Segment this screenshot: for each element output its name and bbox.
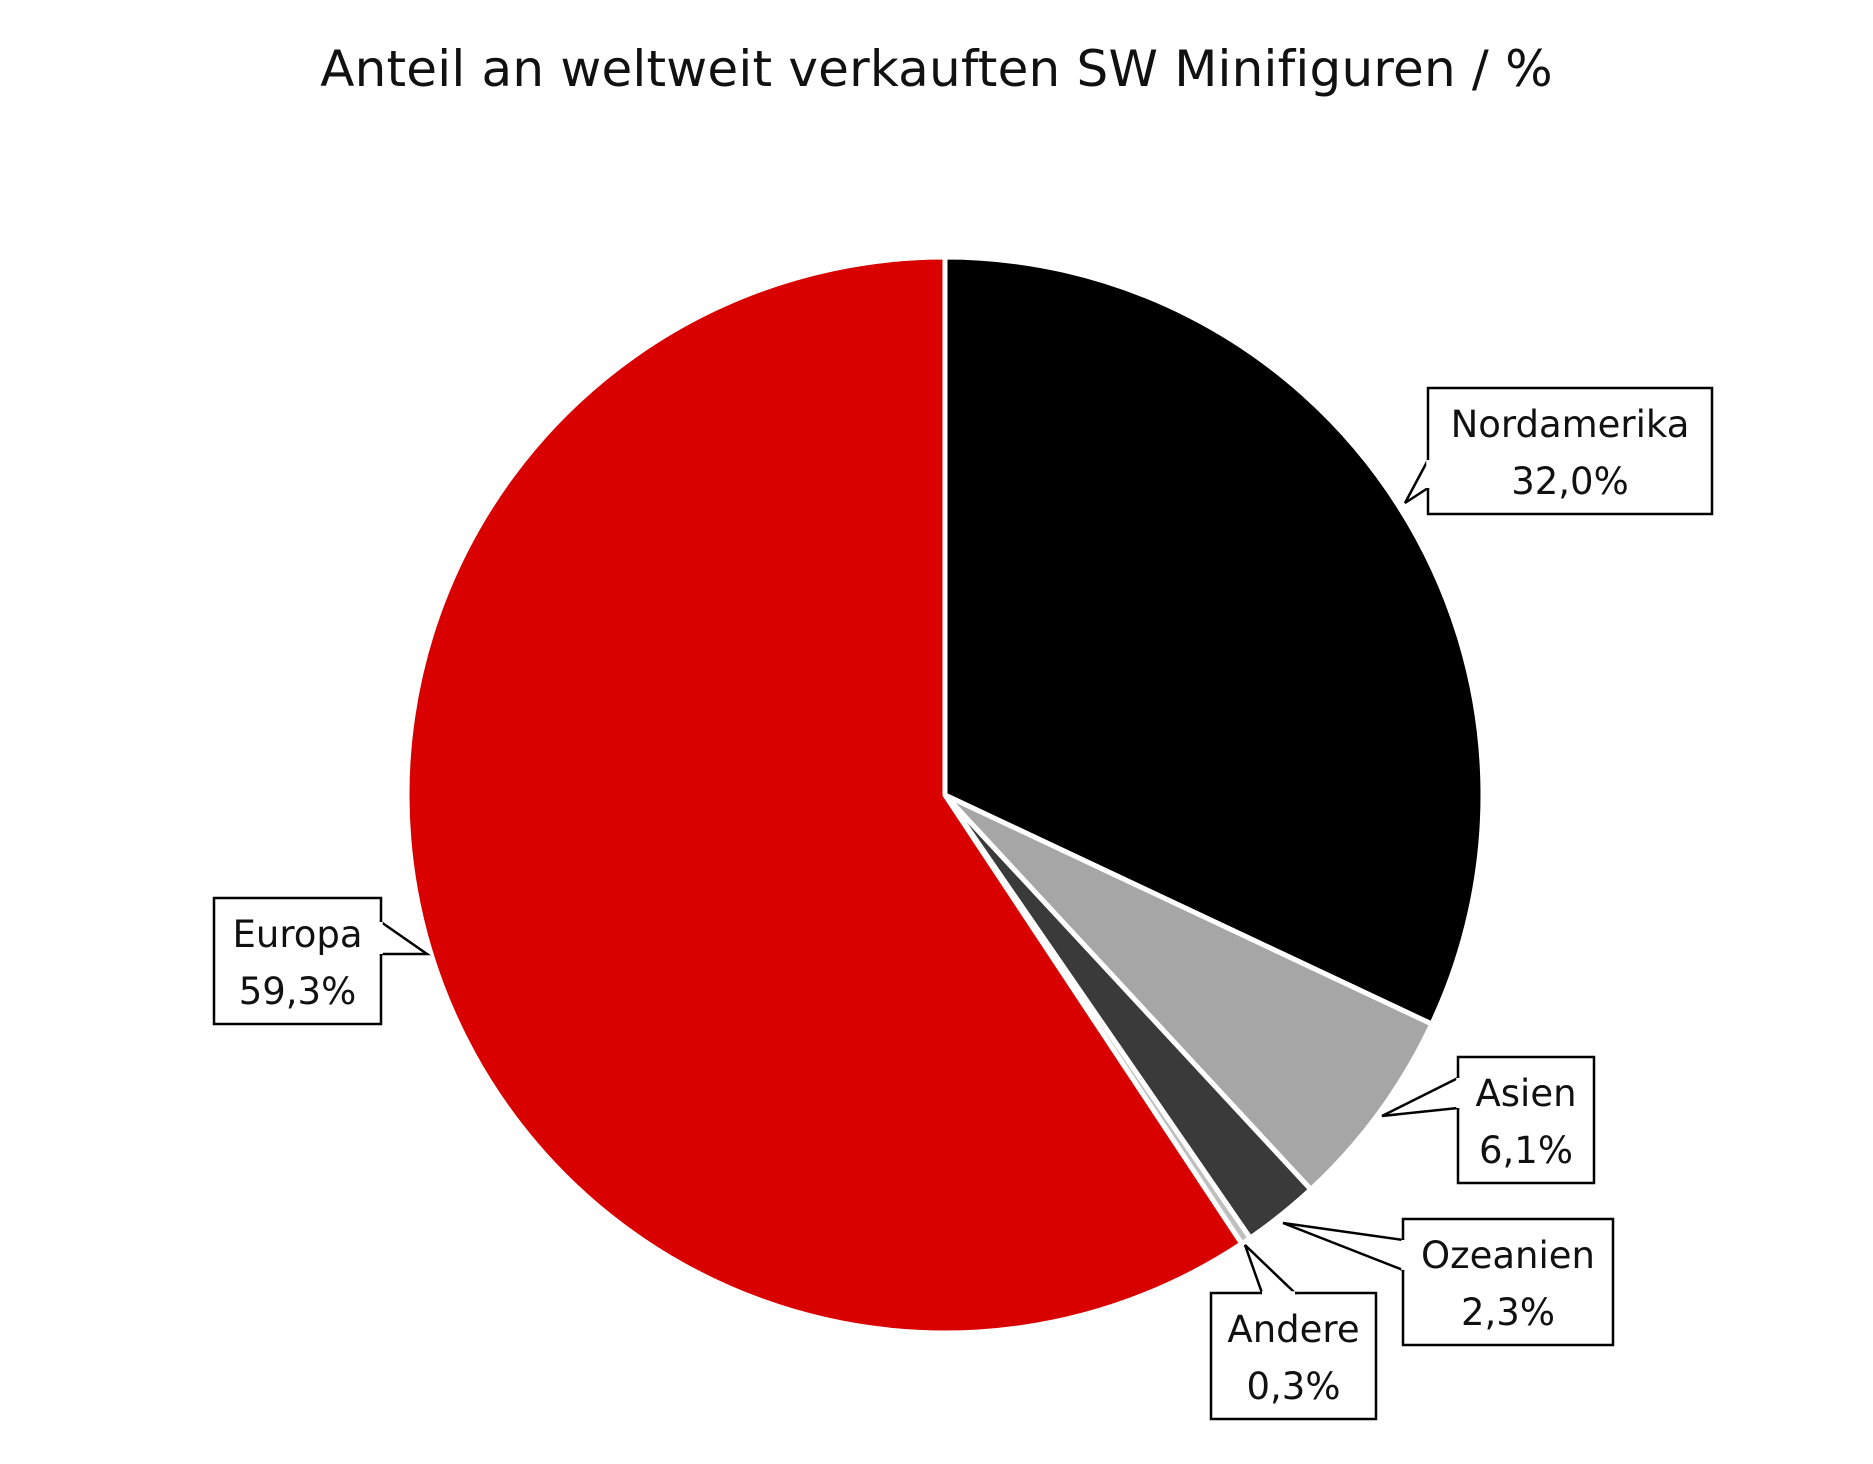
callout-pointer	[1403, 459, 1430, 505]
callout-name: Europa	[232, 913, 362, 956]
callout-pointer	[1282, 1221, 1405, 1272]
callout-name: Andere	[1227, 1308, 1359, 1351]
callout-box	[1456, 1055, 1596, 1185]
callout-ozeanien: Ozeanien 2,3%	[1282, 1217, 1615, 1347]
callout-box	[1426, 386, 1714, 516]
pie-slice-asien	[942, 792, 1435, 1192]
callout-value: 6,1%	[1479, 1129, 1573, 1172]
callout-value: 2,3%	[1461, 1291, 1555, 1334]
callout-value: 59,3%	[239, 970, 357, 1013]
callout-nordamerika: Nordamerika 32,0%	[1403, 386, 1714, 516]
callout-name: Ozeanien	[1421, 1234, 1595, 1277]
callout-name: Nordamerika	[1451, 403, 1690, 446]
callout-box	[1209, 1291, 1378, 1421]
pie-slice-nordamerika	[942, 254, 1486, 1027]
pie-slices	[404, 254, 1486, 1336]
callout-pointer	[379, 919, 431, 956]
pie-callouts: Nordamerika 32,0% Asien 6,1% Ozeanien 2,3% And…	[212, 386, 1714, 1421]
callout-name: Asien	[1475, 1072, 1576, 1115]
callout-andere: Andere 0,3%	[1209, 1244, 1378, 1421]
callout-europa: Europa 59,3%	[212, 896, 431, 1026]
callout-pointer	[1243, 1244, 1299, 1295]
callout-box	[212, 896, 383, 1026]
callout-value: 0,3%	[1247, 1365, 1341, 1408]
pie-slice-europa	[404, 254, 1245, 1336]
callout-box	[1401, 1217, 1615, 1347]
chart-title: Anteil an weltweit verkauften SW Minifig…	[320, 40, 1553, 98]
callout-value: 32,0%	[1511, 460, 1629, 503]
callout-asien: Asien 6,1%	[1381, 1055, 1596, 1185]
